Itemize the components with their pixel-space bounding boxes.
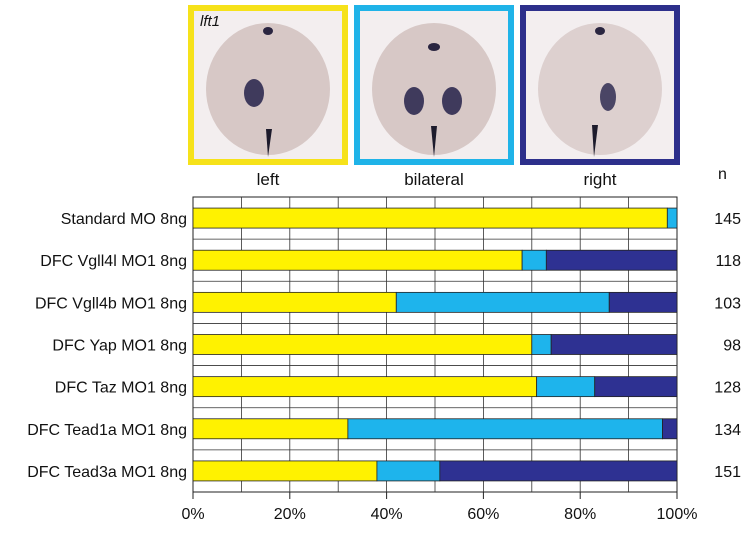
- category-label: Standard MO 8ng: [61, 211, 187, 228]
- bar-segment-bilateral: [531, 334, 552, 355]
- bar-segment-bilateral: [395, 291, 610, 313]
- category-label: DFC Vgll4b MO1 8ng: [35, 295, 187, 312]
- category-label: DFC Tead3a MO1 8ng: [27, 464, 187, 481]
- x-tick-label: 20%: [274, 506, 306, 523]
- panel-label-left: left: [256, 170, 280, 189]
- bar-segment-left: [192, 460, 378, 482]
- n-value-label: 145: [714, 211, 741, 228]
- x-tick-label: 80%: [564, 506, 596, 523]
- bar-segment-right: [545, 249, 678, 271]
- n-header: n: [718, 166, 727, 183]
- category-label: DFC Tead1a MO1 8ng: [27, 422, 187, 439]
- stacked-bar-chart: Standard MO 8ng 145 DFC Vgll4l MO1 8ng 118 D…: [27, 196, 741, 523]
- panel-right: [520, 5, 680, 165]
- n-value-label: 98: [723, 338, 741, 355]
- bar-segment-right: [662, 418, 678, 440]
- category-label: DFC Yap MO1 8ng: [52, 338, 187, 355]
- bar-segment-right: [439, 460, 678, 482]
- bar-segment-left: [192, 291, 397, 313]
- bar-segment-bilateral: [536, 376, 596, 398]
- x-tick-label: 0%: [181, 506, 204, 523]
- embryo-left-image: [206, 23, 330, 157]
- x-tick-label: 100%: [657, 506, 698, 523]
- category-label: DFC Vgll4l MO1 8ng: [40, 253, 187, 270]
- gene-label: lft1: [200, 13, 221, 30]
- bar-segment-right: [550, 334, 678, 355]
- bar-segment-left: [192, 207, 668, 229]
- x-tick-label: 40%: [371, 506, 403, 523]
- n-value-label: 151: [714, 464, 741, 481]
- bar-segment-right: [594, 376, 678, 398]
- n-value-label: 118: [715, 253, 741, 270]
- panel-bilateral: [354, 5, 514, 165]
- n-value-label: 128: [714, 380, 741, 397]
- bar-segment-bilateral: [347, 418, 663, 440]
- category-label: DFC Taz MO1 8ng: [55, 380, 187, 397]
- n-value-label: 134: [714, 422, 741, 439]
- bar-segment-bilateral: [666, 207, 678, 229]
- bar-segment-bilateral: [376, 460, 441, 482]
- embryo-right-image: [538, 23, 662, 157]
- panel-label-bilateral: bilateral: [404, 170, 464, 189]
- n-value-label: 103: [714, 295, 741, 312]
- panel-label-right: right: [583, 170, 617, 189]
- bar-segment-right: [608, 291, 678, 313]
- x-tick-label: 60%: [467, 506, 499, 523]
- bar-segment-left: [192, 376, 538, 398]
- bar-segment-left: [192, 334, 533, 355]
- embryo-bilateral-image: [372, 23, 496, 157]
- bar-segment-left: [192, 418, 349, 440]
- bar-segment-left: [192, 249, 523, 271]
- bar-segment-bilateral: [521, 249, 547, 271]
- panel-left: lft1: [188, 5, 348, 165]
